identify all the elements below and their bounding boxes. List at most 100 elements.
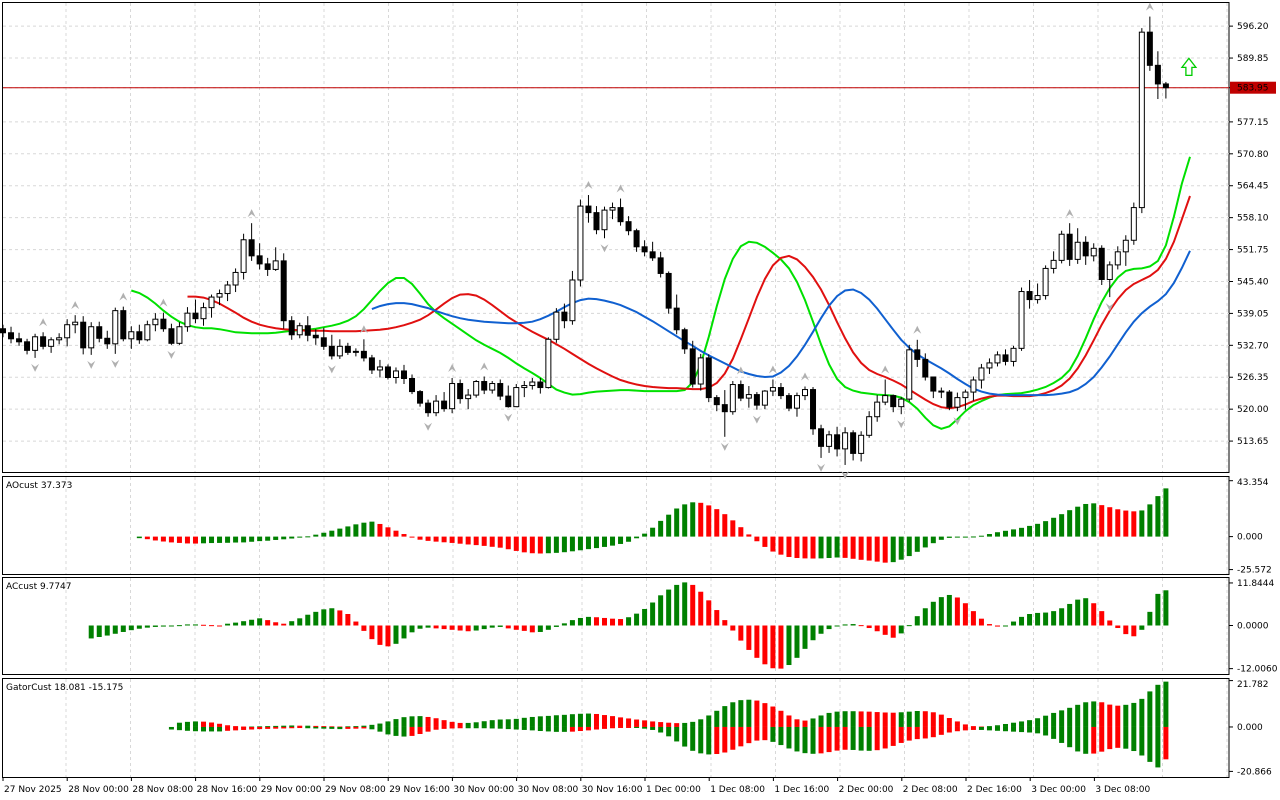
candle[interactable] [56,337,63,341]
candle[interactable] [922,358,929,378]
candle[interactable] [1122,239,1129,253]
candle[interactable] [1002,354,1009,362]
candle[interactable] [673,307,680,331]
candle[interactable] [882,395,889,403]
candle[interactable] [1034,295,1041,301]
candle[interactable] [1058,233,1065,261]
candle[interactable] [120,310,127,340]
candle[interactable] [537,381,544,389]
candle[interactable] [930,376,937,392]
candle[interactable] [96,326,103,339]
candle[interactable] [1146,31,1153,66]
candle[interactable] [240,239,247,273]
candle[interactable] [641,246,648,253]
candle[interactable] [441,400,448,410]
candle[interactable] [272,260,279,270]
candle[interactable] [577,205,584,281]
candle[interactable] [192,312,199,320]
candle[interactable] [48,339,55,347]
candle[interactable] [417,391,424,404]
candle[interactable] [160,318,167,330]
candle[interactable] [264,263,271,270]
candle[interactable] [994,354,1001,364]
candle[interactable] [304,325,311,336]
candle[interactable] [497,383,504,397]
candle[interactable] [553,311,560,340]
candle[interactable] [1098,247,1105,280]
candle[interactable] [465,394,472,400]
candle[interactable] [216,293,223,298]
candle[interactable] [112,310,119,345]
candle[interactable] [617,207,624,223]
candle[interactable] [232,271,239,286]
candle[interactable] [1114,251,1121,266]
candle[interactable] [16,338,23,343]
candle[interactable] [802,389,808,397]
candle[interactable] [593,212,600,231]
candle[interactable] [914,349,921,360]
candle[interactable] [505,395,512,408]
candle[interactable] [224,284,231,295]
candle[interactable] [1074,241,1081,260]
candle[interactable] [705,357,712,399]
candle[interactable] [425,402,432,414]
candle[interactable] [152,318,159,326]
candle[interactable] [769,387,776,392]
candle[interactable] [168,328,175,344]
candle[interactable] [529,381,536,387]
candle[interactable] [761,390,768,406]
candle[interactable] [826,434,833,447]
candle[interactable] [898,398,905,408]
candle[interactable] [737,384,744,399]
candle[interactable] [401,370,407,380]
candle[interactable] [874,401,881,418]
candle[interactable] [1018,291,1025,349]
candle[interactable] [521,385,528,389]
candle[interactable] [296,325,303,336]
candle[interactable] [40,336,47,347]
candle[interactable] [818,428,825,447]
candle[interactable] [1130,207,1137,241]
candle[interactable] [1042,267,1049,297]
candle[interactable] [8,332,15,340]
candle[interactable] [777,387,784,397]
candle[interactable] [954,397,961,408]
candle[interactable] [176,326,183,344]
candle[interactable] [0,328,6,334]
candle[interactable] [336,345,343,357]
candle[interactable] [88,326,95,349]
candle[interactable] [128,331,135,340]
candle[interactable] [32,336,39,351]
candle[interactable] [368,357,375,371]
candle[interactable] [256,255,263,265]
candle[interactable] [1010,347,1017,362]
candle[interactable] [489,383,496,391]
candle[interactable] [72,321,79,326]
candle[interactable] [1066,233,1073,260]
candle[interactable] [1106,264,1113,280]
candle[interactable] [970,379,977,393]
candle[interactable] [721,404,728,413]
candle[interactable] [433,400,440,414]
candle[interactable] [288,320,295,336]
candle[interactable] [729,384,736,413]
candle[interactable] [409,378,416,393]
candle[interactable] [320,337,327,347]
candle[interactable] [1154,64,1161,85]
candle[interactable] [713,397,720,406]
candle[interactable] [200,307,207,320]
candle[interactable] [184,312,191,328]
candle[interactable] [585,205,592,214]
candle[interactable] [601,209,608,231]
candle[interactable] [360,350,367,359]
candle[interactable] [858,434,865,454]
candle[interactable] [104,337,111,345]
candle[interactable] [248,239,255,257]
candle[interactable] [376,366,383,371]
candle[interactable] [978,367,985,381]
candle[interactable] [697,357,704,385]
candle[interactable] [312,334,319,339]
candle[interactable] [1090,247,1097,257]
candle[interactable] [1162,83,1169,89]
